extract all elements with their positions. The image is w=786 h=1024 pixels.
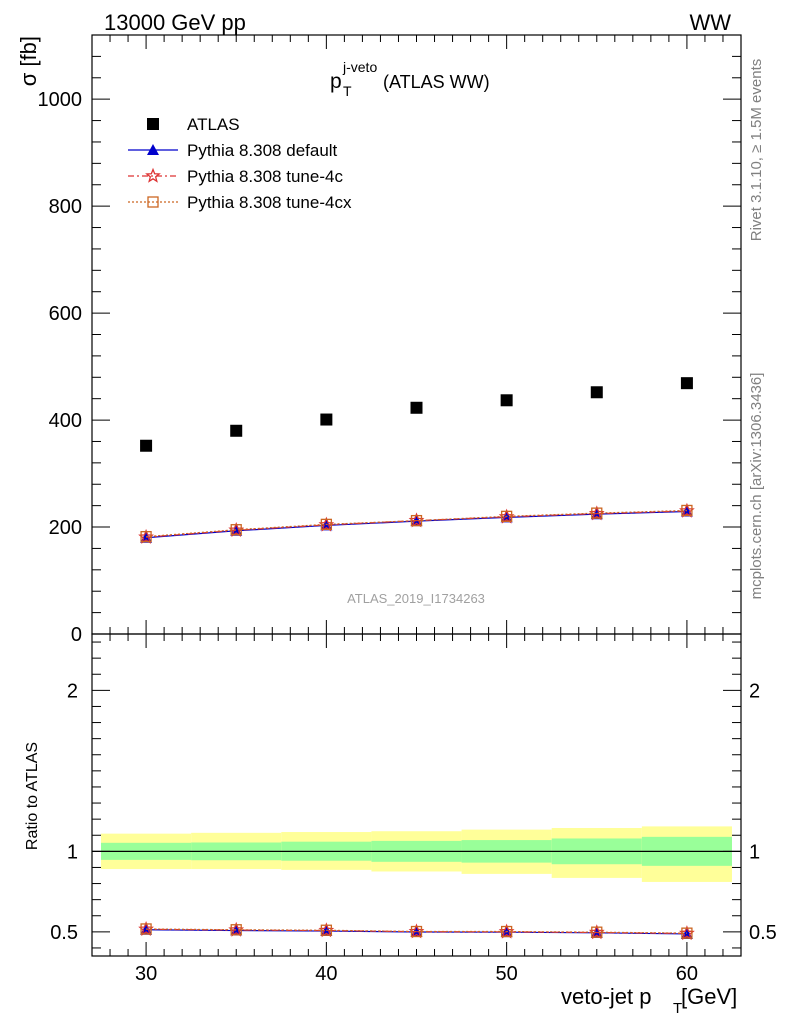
xlabel: veto-jet p	[561, 984, 652, 1009]
ratio-plot-frame	[91, 633, 742, 957]
data-point	[320, 413, 333, 426]
legend-item: ATLAS	[147, 115, 240, 134]
legend: ATLAS Pythia 8.308 default Pythia 8.308 tu…	[128, 115, 352, 212]
x-tick-label: 30	[135, 963, 157, 985]
ratio-data-point	[230, 924, 242, 936]
plot-title-main: p	[330, 70, 342, 93]
data-point	[681, 504, 693, 517]
data-point	[140, 439, 153, 452]
xlabel-sub: T	[673, 1000, 682, 1017]
plot-title-rest: (ATLAS WW)	[383, 72, 490, 92]
header-right: WW	[689, 10, 731, 35]
legend-item: Pythia 8.308 tune-4c	[128, 167, 343, 186]
data-point	[140, 531, 152, 543]
y-tick-label: 0.5	[50, 922, 78, 944]
legend-label: Pythia 8.308 tune-4cx	[187, 193, 352, 212]
x-tick-label: 60	[676, 963, 698, 985]
ratio-ylabel: Ratio to ATLAS	[24, 742, 41, 850]
data-point	[591, 507, 603, 519]
ratio-data-point	[681, 927, 693, 939]
ratio-data-layer	[138, 920, 695, 941]
legend-label: Pythia 8.308 tune-4c	[187, 167, 343, 186]
legend-item: Pythia 8.308 default	[128, 141, 338, 160]
ratio-data-point	[320, 924, 333, 936]
ratio-data-point	[500, 925, 513, 938]
main-ylabel: σ [fb]	[16, 36, 41, 86]
x-tick-label: 50	[496, 963, 518, 985]
legend-marker	[147, 196, 159, 208]
y-tick-label-right: 2	[749, 680, 760, 702]
main-data-layer	[138, 377, 695, 544]
y-tick-label: 0	[71, 624, 82, 646]
y-tick-label: 800	[49, 196, 82, 218]
y-tick-label: 1	[67, 841, 78, 863]
ratio-data-point	[410, 925, 423, 938]
ratio-series-line	[146, 928, 687, 935]
ratio-data-point	[591, 926, 603, 938]
ratio-axes: 30 40 50 60 0.5 0.5 1 1 2 2	[50, 634, 777, 985]
data-point	[500, 394, 513, 407]
data-point	[410, 401, 423, 414]
y-tick-label-right: 0.5	[749, 922, 777, 944]
plot-title-sup: j-veto	[342, 59, 377, 75]
y-tick-label: 600	[49, 303, 82, 325]
y-tick-label: 200	[49, 517, 82, 539]
legend-item: Pythia 8.308 tune-4cx	[128, 193, 352, 212]
legend-marker	[147, 118, 159, 130]
y-tick-label: 1000	[38, 89, 83, 111]
legend-label: ATLAS	[187, 115, 240, 134]
plot-title-sub: T	[343, 83, 352, 99]
y-tick-label: 400	[49, 410, 82, 432]
rivet-side-text: Rivet 3.1.10, ≥ 1.5M events	[748, 59, 765, 242]
ratio-bands	[92, 826, 741, 882]
main-axes: 0 200 400 600 800 1000	[38, 35, 741, 646]
analysis-watermark: ATLAS_2019_I1734263	[347, 591, 485, 606]
y-tick-label: 2	[67, 680, 78, 702]
x-tick-label: 40	[315, 963, 337, 985]
header-left: 13000 GeV pp	[104, 10, 246, 35]
ratio-data-point	[140, 923, 152, 935]
legend-label: Pythia 8.308 default	[187, 141, 338, 160]
plot-title: p	[330, 70, 342, 93]
series-line	[146, 510, 687, 538]
legend-marker	[147, 144, 159, 155]
mcplots-side-text: mcplots.cern.ch [arXiv:1306.3436]	[748, 373, 765, 600]
data-point	[680, 377, 693, 390]
legend-marker	[145, 167, 161, 183]
xlabel-rest: [GeV]	[681, 984, 737, 1009]
data-point	[590, 386, 603, 399]
xlabel-main: veto-jet p	[561, 984, 652, 1009]
y-tick-label-right: 1	[749, 841, 760, 863]
data-point	[230, 524, 242, 536]
data-point	[410, 514, 423, 527]
data-point	[230, 424, 243, 437]
data-point	[500, 510, 513, 522]
data-point	[320, 518, 333, 531]
